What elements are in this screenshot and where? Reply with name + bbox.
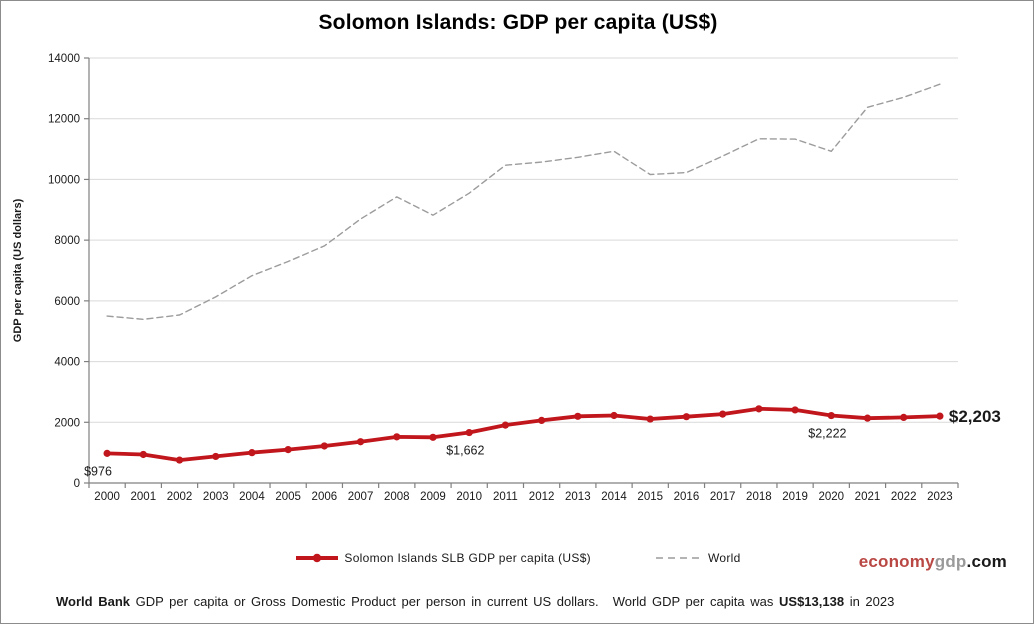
y-tick-label: 2000 — [54, 417, 80, 429]
y-tick-label: 6000 — [54, 296, 80, 308]
y-tick-label: 0 — [74, 478, 80, 490]
x-tick-label: 2020 — [818, 491, 844, 503]
chart-title: Solomon Islands: GDP per capita (US$) — [318, 11, 718, 34]
main-series-line — [105, 406, 942, 463]
data-point-marker — [646, 415, 654, 423]
data-point-marker — [682, 413, 691, 421]
economygdp-logo: economygdp.com — [859, 552, 1007, 572]
data-point-marker — [827, 411, 835, 420]
logo-part-economy: economy — [858, 552, 935, 571]
legend-label-solomon-islands: Solomon Islands SLB GDP per capita (US$) — [344, 551, 591, 565]
x-tick-label: 2012 — [529, 491, 555, 503]
data-point-marker — [863, 414, 872, 422]
data-point-marker — [755, 405, 763, 413]
y-tick-label: 12000 — [48, 114, 80, 126]
data-point-marker — [248, 449, 256, 457]
x-tick-label: 2004 — [239, 491, 265, 503]
data-point-marker — [791, 406, 799, 414]
x-tick-label: 2003 — [203, 491, 229, 503]
data-point-marker — [393, 433, 401, 441]
data-point-marker — [356, 438, 365, 446]
data-point-marker — [212, 452, 220, 461]
footer-source: World Bank — [56, 594, 130, 609]
legend-item-solomon-islands: Solomon Islands SLB GDP per capita (US$) — [295, 551, 591, 565]
x-tick-label: 2019 — [782, 491, 808, 503]
x-tick-label: 2000 — [94, 491, 120, 503]
y-tick-label: 4000 — [54, 357, 80, 369]
world-series-line — [106, 83, 941, 320]
x-tick-label: 2007 — [348, 491, 374, 503]
gdp-line-chart: 0 2000 4000 6000 8000 10000 12000 14000 2000 2001… — [12, 53, 1001, 503]
x-tick-label: 2014 — [601, 491, 627, 503]
gray-dashed-line-icon — [655, 557, 702, 559]
value-annotation: $1,662 — [446, 444, 484, 458]
value-annotation: $2,222 — [808, 427, 846, 441]
x-tick-label: 2023 — [927, 491, 953, 503]
x-tick-label: 2018 — [746, 491, 772, 503]
end-value-label: $2,203 — [949, 407, 1001, 426]
x-tick-label: 2013 — [565, 491, 591, 503]
x-tick-label: 2008 — [384, 491, 410, 503]
data-point-marker — [103, 449, 111, 457]
data-point-marker — [465, 428, 473, 437]
x-tick-label: 2009 — [420, 491, 446, 503]
x-tick-label: 2001 — [131, 491, 157, 503]
x-tick-label: 2021 — [855, 491, 881, 503]
y-tick-label: 14000 — [48, 53, 80, 65]
y-tick-label: 8000 — [54, 235, 80, 247]
x-tick-label: 2010 — [456, 491, 482, 503]
y-tick-label: 10000 — [48, 174, 80, 186]
y-axis-title: GDP per capita (US dollars) — [12, 198, 24, 342]
x-tick-label: 2022 — [891, 491, 917, 503]
data-point-marker — [538, 416, 546, 425]
x-tick-label: 2002 — [167, 491, 193, 503]
chart-legend: Solomon Islands SLB GDP per capita (US$)… — [1, 551, 1033, 565]
x-tick-label: 2011 — [493, 491, 518, 503]
value-annotation: $976 — [84, 464, 112, 478]
data-point-marker — [900, 413, 908, 421]
footer-world-value: US$13,138 — [779, 594, 845, 609]
x-tick-label: 2017 — [710, 491, 736, 503]
data-point-marker — [320, 442, 328, 450]
logo-part-gdp: gdp — [934, 552, 967, 571]
data-point-marker — [936, 412, 944, 420]
x-tick-label: 2006 — [312, 491, 338, 503]
red-line-marker-icon — [296, 553, 339, 563]
x-tick-label: 2016 — [674, 491, 700, 503]
data-point-marker — [175, 456, 184, 464]
data-point-marker — [284, 446, 292, 454]
data-point-marker — [139, 450, 147, 459]
data-point-marker — [574, 412, 582, 420]
data-point-marker — [719, 410, 727, 418]
legend-item-world: World — [655, 551, 741, 565]
data-point-marker — [501, 421, 509, 429]
logo-part-com: .com — [966, 552, 1007, 571]
data-point-marker — [610, 411, 618, 420]
footer-note: World Bank GDP per capita or Gross Domes… — [56, 594, 895, 609]
legend-label-world: World — [707, 551, 741, 565]
x-tick-label: 2015 — [637, 491, 663, 503]
data-point-marker — [429, 433, 437, 441]
x-tick-label: 2005 — [275, 491, 301, 503]
